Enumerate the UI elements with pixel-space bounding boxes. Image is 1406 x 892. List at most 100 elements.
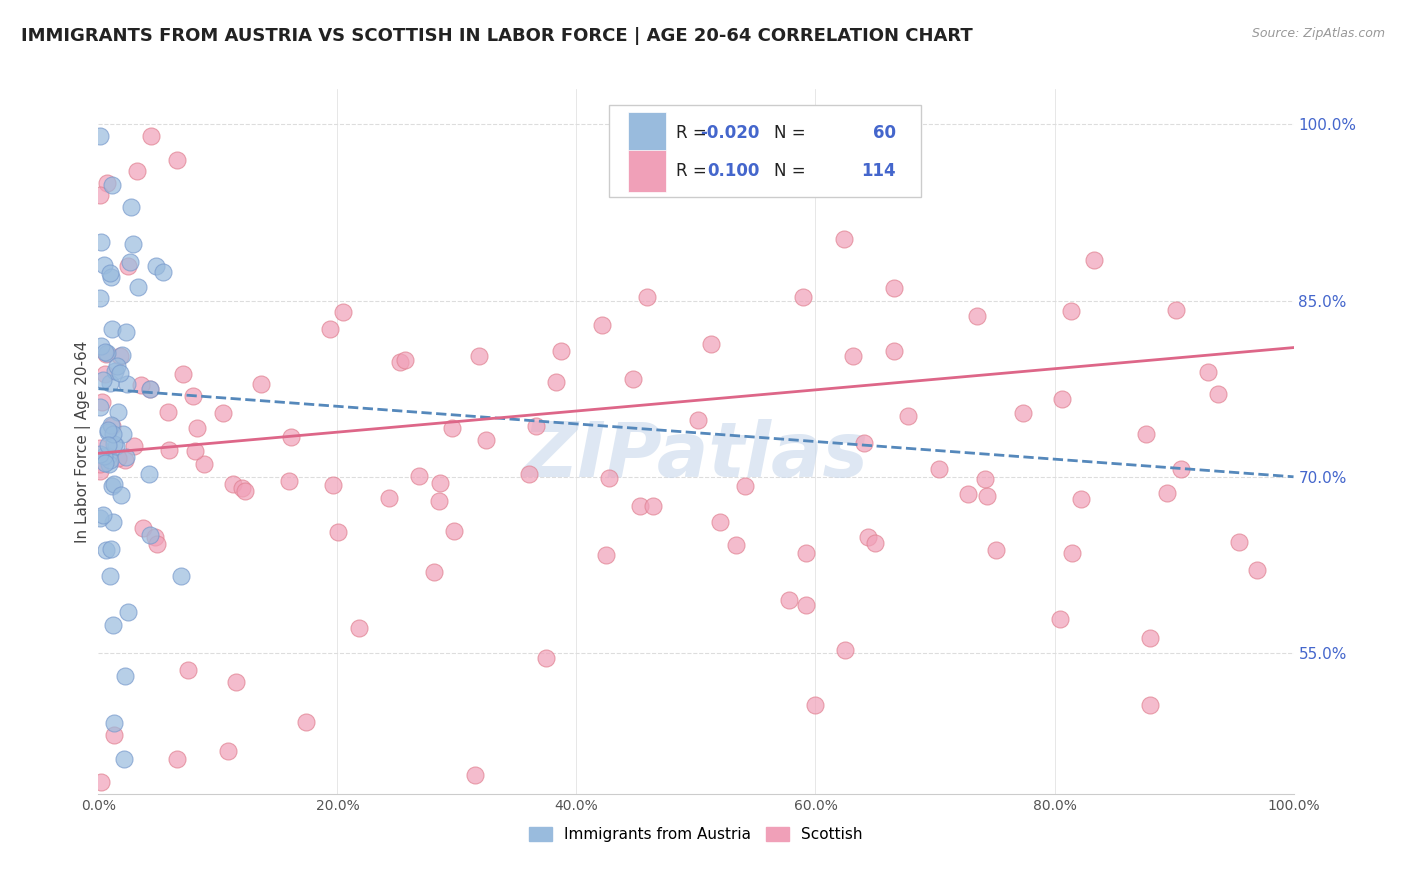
Point: [1062, 546, 1084, 560]
Point: [1208, 387, 1230, 401]
Point: [1083, 252, 1105, 267]
Point: [89, 188, 111, 202]
Point: [100, 569, 122, 583]
Point: [97, 425, 120, 439]
Point: [166, 751, 188, 765]
FancyBboxPatch shape: [609, 104, 921, 197]
Point: [956, 487, 979, 501]
Point: [89, 465, 111, 479]
Legend: Immigrants from Austria, Scottish: Immigrants from Austria, Scottish: [522, 820, 870, 850]
Point: [280, 430, 302, 444]
Point: [841, 349, 863, 363]
Text: ZIPatlas: ZIPatlas: [523, 418, 869, 492]
Point: [89, 401, 111, 415]
Point: [641, 499, 664, 513]
Point: [443, 524, 465, 538]
Point: [550, 343, 572, 358]
Point: [90, 339, 112, 353]
Point: [883, 281, 905, 295]
Point: [89, 457, 111, 471]
Point: [101, 515, 124, 529]
Point: [138, 467, 160, 481]
Point: [794, 546, 817, 560]
Point: [1139, 698, 1161, 713]
Point: [132, 520, 155, 534]
Point: [897, 409, 920, 423]
Point: [233, 483, 256, 498]
Point: [1170, 462, 1192, 476]
Point: [97, 437, 120, 451]
Point: [111, 348, 134, 362]
Point: [98, 266, 121, 280]
Point: [1246, 563, 1268, 577]
Point: [792, 290, 814, 304]
Point: [156, 405, 179, 419]
Point: [89, 441, 111, 455]
Point: [93, 258, 115, 272]
Point: [98, 453, 121, 467]
Point: [700, 337, 723, 351]
Point: [122, 439, 145, 453]
Point: [103, 728, 125, 742]
Point: [96, 346, 118, 360]
Point: [118, 255, 141, 269]
Point: [524, 418, 547, 433]
Text: R =: R =: [676, 124, 711, 142]
Point: [725, 538, 748, 552]
Point: [976, 489, 998, 503]
Point: [475, 433, 498, 447]
Point: [139, 382, 162, 396]
Point: [181, 388, 204, 402]
Point: [101, 479, 124, 493]
Point: [628, 500, 651, 514]
Point: [441, 421, 464, 435]
Point: [100, 419, 122, 434]
Point: [427, 493, 450, 508]
Point: [103, 716, 125, 731]
Point: [332, 305, 354, 319]
Point: [865, 536, 887, 550]
Point: [89, 129, 111, 144]
Point: [378, 491, 401, 506]
Point: [100, 270, 122, 285]
Point: [89, 511, 111, 525]
Point: [145, 530, 167, 544]
Text: 60: 60: [873, 124, 896, 142]
Point: [1135, 427, 1157, 442]
Point: [100, 418, 122, 433]
Point: [100, 178, 122, 192]
Point: [834, 643, 856, 657]
Point: [96, 346, 118, 360]
Point: [94, 456, 117, 470]
Point: [93, 373, 115, 387]
Point: [105, 359, 128, 373]
FancyBboxPatch shape: [628, 112, 666, 153]
Point: [1139, 632, 1161, 646]
Point: [621, 371, 644, 385]
Point: [804, 698, 827, 712]
Point: [222, 476, 245, 491]
Point: [517, 467, 540, 482]
Point: [89, 291, 111, 305]
Point: [429, 476, 451, 491]
Point: [974, 472, 997, 486]
Point: [832, 232, 855, 246]
Point: [966, 309, 988, 323]
Point: [326, 524, 349, 539]
Point: [598, 471, 620, 485]
Point: [319, 322, 342, 336]
Point: [94, 367, 117, 381]
Text: N =: N =: [773, 162, 810, 180]
Point: [145, 259, 167, 273]
Text: IMMIGRANTS FROM AUSTRIA VS SCOTTISH IN LABOR FORCE | AGE 20-64 CORRELATION CHART: IMMIGRANTS FROM AUSTRIA VS SCOTTISH IN L…: [21, 27, 973, 45]
Point: [1060, 304, 1083, 318]
Point: [139, 129, 162, 144]
Point: [97, 449, 120, 463]
Point: [249, 376, 271, 391]
Point: [91, 508, 114, 523]
Point: [115, 450, 138, 464]
Point: [172, 367, 194, 381]
Point: [852, 436, 875, 450]
Point: [97, 458, 120, 472]
Point: [1012, 406, 1035, 420]
